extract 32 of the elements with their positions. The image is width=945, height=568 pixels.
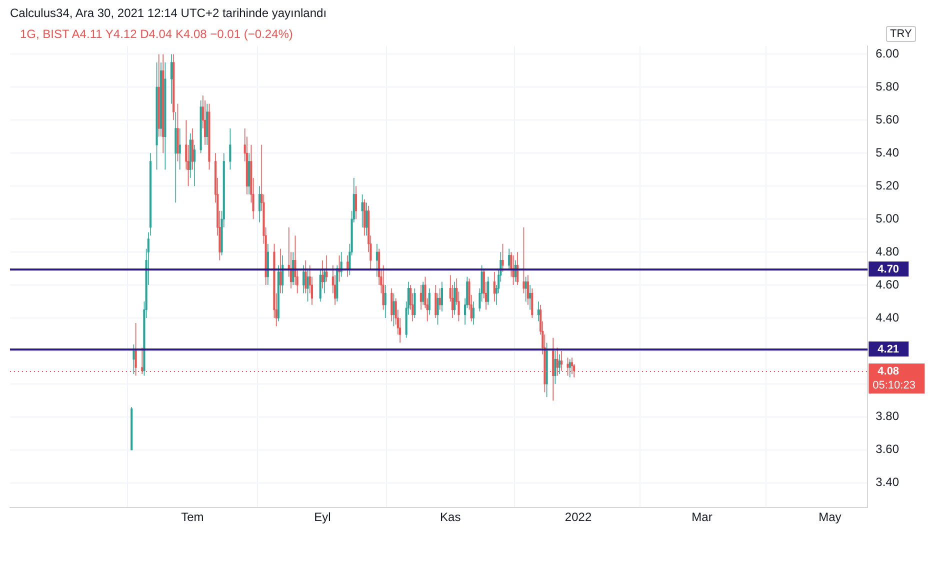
candlestick — [306, 268, 309, 302]
text: Calculus34, Ara 30, 2021 12:14 UTC+2 tarihinde yayınlandı — [10, 6, 327, 20]
chart-title: 1G, BIST A4.11 Y4.12 D4.04 K4.08 −0.01 (−0.24%) — [18, 27, 295, 41]
x-tick-label: Tem — [181, 510, 204, 524]
x-tick-label: Eyl — [314, 510, 331, 524]
ref-line-label: 4.21 — [878, 344, 900, 356]
y-tick-label: 5.80 — [876, 80, 900, 94]
candlestick — [502, 243, 504, 272]
candlestick — [436, 292, 439, 326]
candlestick — [522, 226, 525, 294]
x-tick-label: 2022 — [564, 510, 592, 524]
ref-line-label: 4.70 — [878, 264, 900, 276]
x-tick-label: May — [818, 510, 842, 524]
candlestick — [176, 103, 179, 162]
candlestick — [392, 292, 395, 327]
y-tick-label: 5.00 — [876, 211, 900, 226]
candlestick — [382, 264, 384, 310]
y-tick-label: 6.00 — [876, 46, 900, 61]
y-tick-label: 3.40 — [876, 475, 900, 490]
text: TRY — [886, 26, 916, 42]
y-tick-label: 5.60 — [876, 112, 900, 126]
ref-line-label: 4.08 — [878, 366, 900, 378]
y-tick-label: 5.40 — [876, 145, 900, 160]
text: 05:10:23 — [872, 380, 916, 392]
y-tick-label: 4.80 — [876, 244, 900, 258]
x-tick-label: Kas — [440, 510, 461, 524]
x-tick-label: Mar — [692, 510, 712, 524]
y-tick-label: 3.80 — [876, 409, 900, 424]
y-tick-label: 4.60 — [876, 277, 900, 292]
y-tick-label: 3.60 — [876, 442, 900, 456]
y-tick-label: 5.20 — [876, 178, 900, 192]
y-tick-label: 4.40 — [876, 310, 900, 324]
